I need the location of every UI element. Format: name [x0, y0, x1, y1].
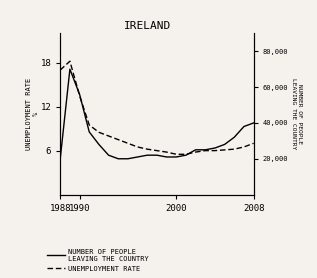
- Y-axis label: NUMBER OF PEOPLE
LEAVING THE COUNTRY: NUMBER OF PEOPLE LEAVING THE COUNTRY: [291, 78, 302, 150]
- Title: IRELAND: IRELAND: [124, 21, 171, 31]
- Legend: NUMBER OF PEOPLE
LEAVING THE COUNTRY, UNEMPLOYMENT RATE: NUMBER OF PEOPLE LEAVING THE COUNTRY, UN…: [45, 246, 152, 275]
- Y-axis label: UNEMPLOYMENT RATE
%: UNEMPLOYMENT RATE %: [26, 78, 39, 150]
